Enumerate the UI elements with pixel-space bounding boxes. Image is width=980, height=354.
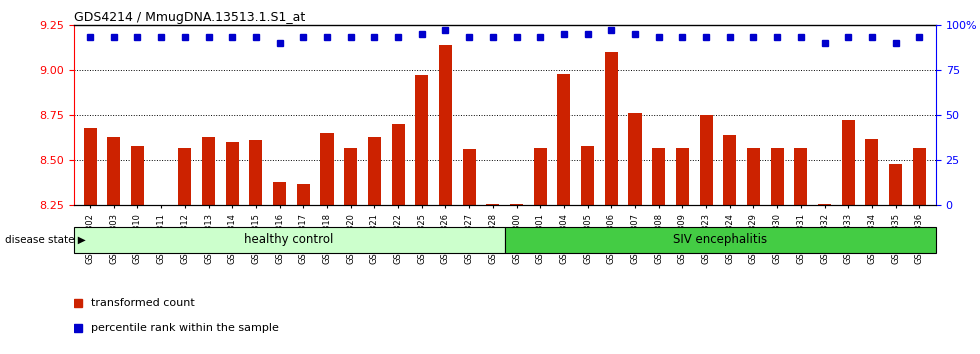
Bar	[558, 74, 570, 205]
Text: transformed count: transformed count	[91, 298, 195, 308]
Text: healthy control: healthy control	[244, 233, 334, 246]
Bar	[297, 184, 310, 205]
Bar	[652, 148, 665, 205]
Bar	[225, 142, 239, 205]
Bar	[676, 148, 689, 205]
Bar	[463, 149, 475, 205]
Bar	[273, 182, 286, 205]
Bar	[202, 137, 215, 205]
Bar	[178, 148, 191, 205]
Bar	[505, 227, 936, 253]
Bar	[416, 75, 428, 205]
Text: disease state ▶: disease state ▶	[5, 235, 85, 245]
Bar	[842, 120, 855, 205]
Bar	[107, 137, 121, 205]
Bar	[818, 204, 831, 205]
Bar	[368, 137, 381, 205]
Bar	[131, 146, 144, 205]
Text: percentile rank within the sample: percentile rank within the sample	[91, 323, 279, 333]
Bar	[605, 52, 617, 205]
Bar	[534, 148, 547, 205]
Bar	[747, 148, 760, 205]
Text: SIV encephalitis: SIV encephalitis	[673, 233, 767, 246]
Bar	[770, 148, 784, 205]
Bar	[865, 138, 878, 205]
Bar	[392, 124, 405, 205]
Bar	[74, 227, 505, 253]
Bar	[889, 164, 903, 205]
Bar	[700, 115, 712, 205]
Bar	[628, 113, 642, 205]
Bar	[83, 128, 97, 205]
Bar	[486, 204, 500, 205]
Bar	[510, 204, 523, 205]
Bar	[795, 148, 808, 205]
Bar	[344, 148, 358, 205]
Bar	[723, 135, 736, 205]
Bar	[912, 148, 926, 205]
Bar	[439, 45, 452, 205]
Bar	[581, 146, 594, 205]
Text: GDS4214 / MmugDNA.13513.1.S1_at: GDS4214 / MmugDNA.13513.1.S1_at	[74, 11, 305, 24]
Bar	[250, 140, 263, 205]
Bar	[320, 133, 333, 205]
